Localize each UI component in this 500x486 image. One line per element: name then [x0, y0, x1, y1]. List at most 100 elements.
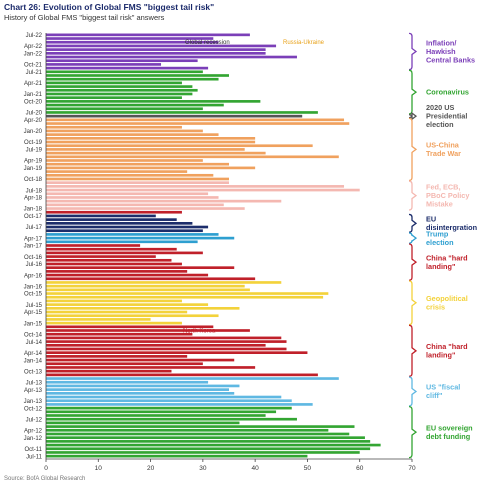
- bar: [46, 133, 219, 136]
- bar: [46, 188, 360, 192]
- bar: [46, 185, 345, 188]
- bar: [46, 403, 313, 406]
- group-label: Trump election: [426, 229, 454, 247]
- bar: [46, 240, 198, 244]
- bar: [46, 37, 214, 40]
- y-tick-label: Oct-13: [24, 369, 43, 375]
- bar: [46, 107, 203, 111]
- group-label: EU disintergration: [426, 215, 477, 233]
- bar: [46, 148, 245, 151]
- y-tick-label: Apr-17: [24, 236, 43, 242]
- bar: [46, 307, 240, 310]
- bar: [46, 377, 339, 380]
- bar: [46, 251, 203, 255]
- bar: [46, 295, 324, 299]
- bar: [46, 410, 277, 414]
- bar: [46, 214, 156, 218]
- group-bracket: [408, 280, 418, 326]
- bar: [46, 428, 329, 432]
- y-tick-label: Apr-14: [24, 351, 43, 357]
- bar: [46, 44, 277, 48]
- bar: [46, 451, 360, 454]
- bar: [46, 170, 188, 173]
- bar: [46, 247, 177, 251]
- x-tick-label: 50: [304, 465, 312, 472]
- bar: [46, 432, 350, 436]
- group-label-line: Trump: [426, 229, 449, 238]
- y-tick-label: Apr-18: [24, 196, 43, 202]
- group-bracket: [408, 32, 418, 71]
- bar: [46, 447, 371, 451]
- bar: [46, 196, 219, 199]
- group-bracket: [408, 213, 418, 233]
- bar: [46, 406, 292, 410]
- y-tick-label: Oct-17: [24, 214, 43, 220]
- bar: [46, 392, 235, 395]
- group-label-line: PBoC Policy: [426, 191, 470, 200]
- bar: [46, 366, 256, 369]
- bar: [46, 321, 182, 325]
- y-tick-label: Oct-21: [24, 63, 43, 69]
- bar: [46, 362, 203, 366]
- bar: [46, 299, 182, 303]
- bar: [46, 273, 209, 277]
- bar: [46, 177, 229, 181]
- x-tick-label: 60: [356, 465, 364, 472]
- chart-source: Source: BofA Global Research: [4, 476, 86, 482]
- y-tick-label: Oct-16: [24, 255, 43, 261]
- group-bracket: [408, 180, 418, 211]
- y-tick-label: Oct-20: [24, 100, 43, 106]
- y-tick-label: Jul-19: [26, 148, 43, 154]
- bar: [46, 244, 141, 247]
- bar: [46, 155, 339, 159]
- y-tick-label: Jan-15: [24, 321, 43, 327]
- group-label-line: Central Banks: [426, 55, 475, 64]
- y-tick-label: Jul-18: [26, 188, 43, 194]
- bar-annotations: Global recession Russia-Ukraine North Kore…: [183, 40, 325, 334]
- group-label: Fed, ECB, PBoC Policy Mistake: [426, 183, 470, 209]
- group-label: Coronavirus: [426, 88, 469, 97]
- bar: [46, 310, 188, 314]
- bar: [46, 111, 318, 114]
- bar: [46, 92, 193, 96]
- bar: [46, 203, 224, 207]
- bar: [46, 125, 182, 129]
- y-tick-label: Apr-16: [24, 273, 43, 279]
- y-tick-label: Jul-21: [26, 70, 43, 76]
- bar: [46, 303, 209, 306]
- bar: [46, 140, 256, 144]
- y-tick-label: Oct-15: [24, 292, 43, 298]
- bar: [46, 173, 214, 177]
- bar: [46, 96, 182, 99]
- x-tick-label: 30: [199, 465, 207, 472]
- bar: [46, 336, 282, 340]
- y-tick-label: Jul-17: [26, 225, 43, 231]
- group-label-line: Presidential: [426, 112, 467, 121]
- chart-title: Chart 26: Evolution of Global FMS "bigge…: [4, 2, 215, 12]
- bar: [46, 270, 188, 273]
- bar: [46, 222, 193, 225]
- bar: [46, 284, 245, 288]
- y-tick-label: Apr-22: [24, 44, 43, 50]
- y-tick-label: Jul-13: [26, 380, 43, 386]
- group-bracket: [408, 69, 418, 115]
- y-tick-label: Jan-13: [24, 399, 43, 405]
- x-tick-label: 40: [252, 465, 260, 472]
- y-tick-label: Oct-11: [24, 447, 42, 453]
- y-tick-label: Oct-18: [24, 177, 43, 183]
- bar: [46, 266, 235, 269]
- group-label-line: Coronavirus: [426, 88, 469, 97]
- group-label-line: Mistake: [426, 200, 453, 209]
- bar: [46, 122, 350, 125]
- group-label-line: Trade War: [426, 149, 461, 158]
- group-label: China "hard landing": [426, 342, 468, 360]
- bar: [46, 443, 381, 447]
- chart-subtitle: History of Global FMS "biggest tail risk…: [4, 13, 165, 22]
- bar: [46, 48, 266, 51]
- y-tick-label: Oct-14: [24, 332, 43, 338]
- bar: [46, 199, 282, 203]
- bar: [46, 33, 250, 37]
- group-label-line: EU: [426, 215, 436, 224]
- bar: [46, 210, 182, 214]
